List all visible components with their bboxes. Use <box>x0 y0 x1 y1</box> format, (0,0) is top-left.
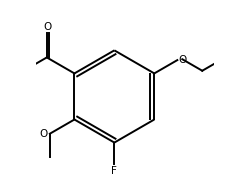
Text: O: O <box>40 129 48 139</box>
Text: O: O <box>44 22 52 32</box>
Text: O: O <box>178 55 186 65</box>
Text: F: F <box>112 166 117 176</box>
